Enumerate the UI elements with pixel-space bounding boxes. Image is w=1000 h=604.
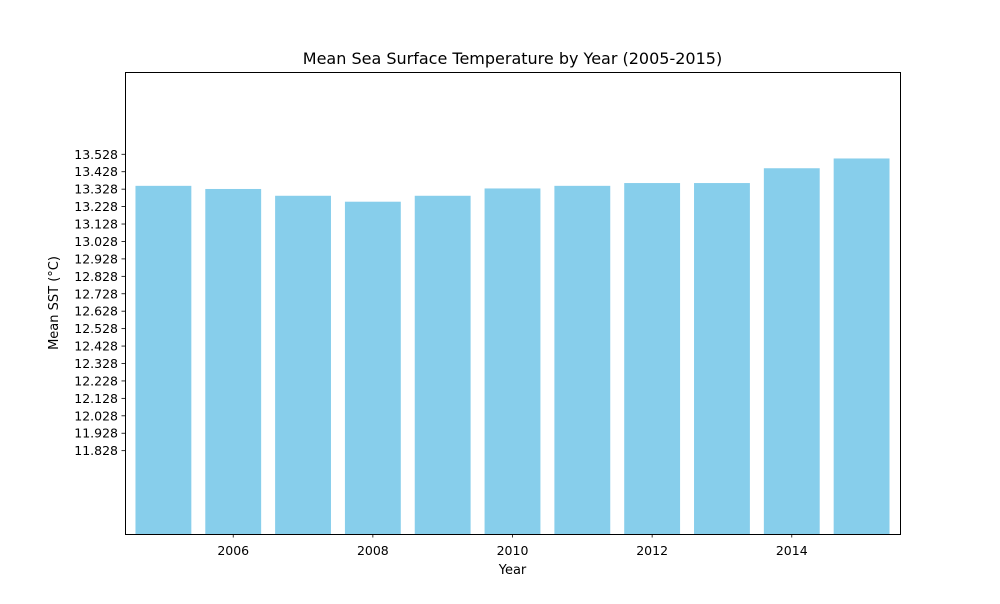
x-tick-label: 2010 [497,543,529,558]
y-tick-label: 12.328 [74,356,118,371]
bar-2011 [554,185,611,534]
y-tick-label: 13.428 [74,164,118,179]
y-tick-label: 12.228 [74,373,118,388]
x-tick-label: 2012 [636,543,668,558]
y-tick-label: 12.528 [74,321,118,336]
bar-2005 [135,185,192,534]
bar-2009 [414,195,471,534]
y-tick-label: 11.928 [74,426,118,441]
y-tick-label: 13.028 [74,234,118,249]
bar-2014 [763,168,820,535]
x-axis-label: Year [498,563,527,578]
x-tick-label: 2008 [357,543,389,558]
x-axis-ticks: 2006 2008 2010 2012 2014 [217,534,808,558]
y-tick-label: 12.428 [74,339,118,354]
plot-frame [125,72,901,535]
x-tick-label: 2014 [776,543,808,558]
y-tick-label: 12.128 [74,391,118,406]
bar-2006 [205,188,262,535]
y-tick-label: 12.028 [74,408,118,423]
bar-2010 [484,188,541,534]
y-tick-label: 12.728 [74,286,118,301]
chart-title: Mean Sea Surface Temperature by Year (20… [303,49,722,68]
y-tick-label: 13.528 [74,147,118,162]
y-tick-label: 12.928 [74,251,118,266]
y-axis-ticks: 11.828 11.928 12.028 12.128 12.228 12.328 12.4… [74,147,125,458]
bars-group [135,158,890,535]
y-axis-label: Mean SST (°C) [47,256,62,350]
y-tick-label: 11.828 [74,443,118,458]
y-tick-label: 13.228 [74,199,118,214]
x-tick-label: 2006 [217,543,249,558]
bar-2013 [694,183,750,535]
y-tick-label: 12.828 [74,269,118,284]
bar-2008 [344,201,401,534]
bar-2012 [624,183,681,535]
y-tick-label: 13.328 [74,182,118,197]
bar-2007 [275,195,331,534]
y-tick-label: 13.128 [74,217,118,232]
y-tick-label: 12.628 [74,304,118,319]
bar-2015 [833,158,890,534]
